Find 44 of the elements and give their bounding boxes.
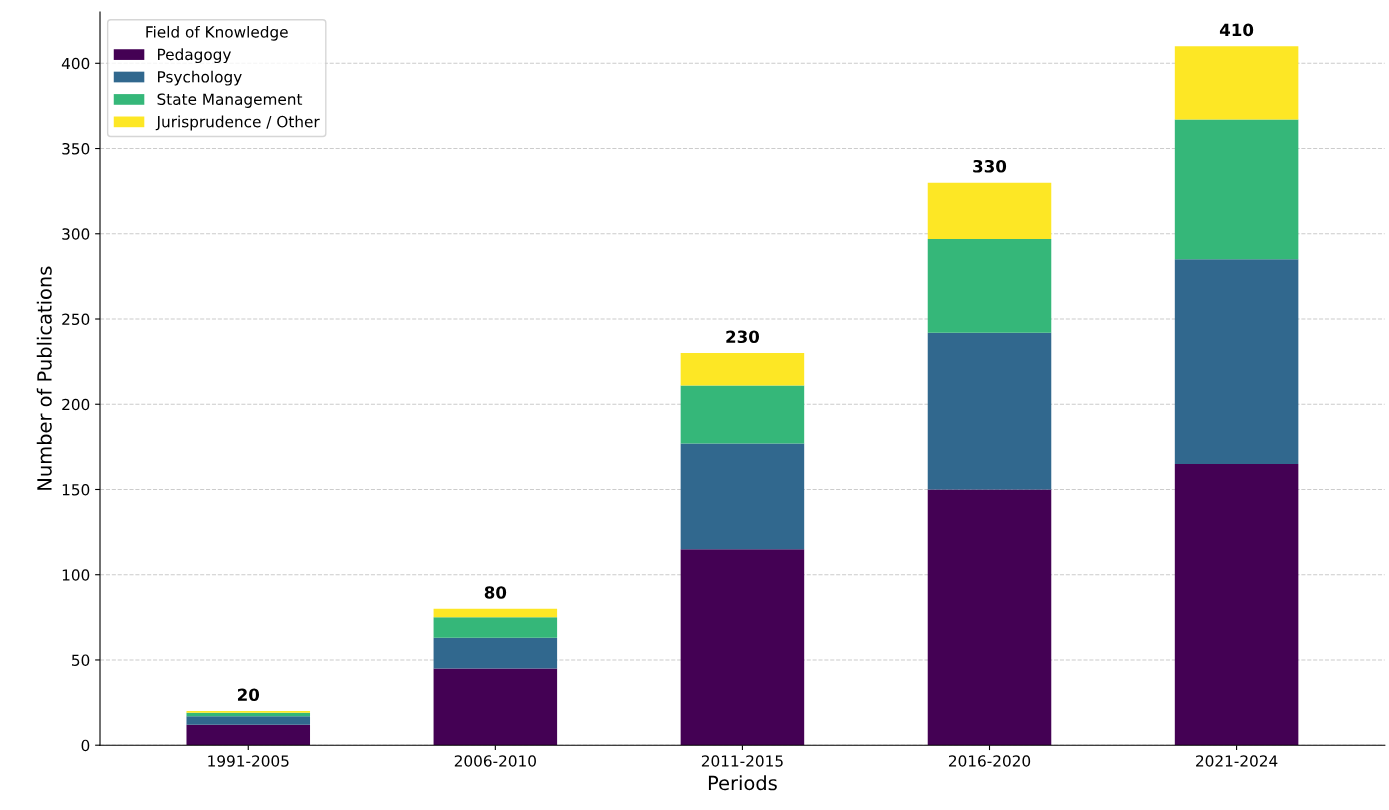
bar (186, 716, 311, 725)
bar (1174, 119, 1299, 260)
bar (433, 608, 558, 618)
y-tick-label: 0 (81, 739, 90, 752)
total-label: 330 (973, 159, 1007, 173)
total-label: 410 (1219, 23, 1254, 37)
y-tick-label: 100 (62, 569, 90, 581)
legend-label: State Management (157, 93, 303, 108)
legend-label: Pedagogy (158, 48, 231, 64)
bar (927, 332, 1052, 490)
x-tick-label: 2021-2024 (1196, 755, 1278, 767)
x-tick-label: 2011-2015 (701, 755, 783, 767)
y-tick-label: 50 (72, 654, 90, 666)
x-tick-label: 2006-2010 (454, 755, 536, 767)
y-tick-label: 400 (61, 57, 90, 70)
bar (680, 549, 805, 746)
x-tick-label: 1991-2005 (208, 755, 289, 767)
y-tick-label: 250 (62, 313, 90, 326)
bar (927, 489, 1052, 746)
x-axis-title: Periods (708, 775, 777, 791)
bar (927, 182, 1052, 239)
bar (1174, 46, 1299, 120)
bar (433, 637, 558, 669)
bar (680, 443, 805, 550)
y-tick-label: 350 (62, 143, 90, 155)
y-tick-label: 200 (62, 398, 90, 411)
total-label: 230 (726, 330, 760, 344)
x-tick-label: 2016-2020 (948, 755, 1031, 767)
total-label: 80 (484, 586, 507, 599)
y-axis-title: Number of Publications (36, 266, 52, 490)
y-tick-label: 300 (62, 228, 90, 240)
total-label: 20 (237, 688, 260, 702)
bar (1174, 463, 1299, 746)
bar (680, 353, 805, 386)
bar (433, 668, 558, 746)
bar (433, 617, 558, 638)
legend-label: Jurisprudence / Other (155, 115, 320, 131)
bar (1174, 259, 1299, 464)
legend-title: Field of Knowledge (146, 25, 288, 41)
bar (186, 724, 311, 746)
bar (680, 385, 805, 444)
legend-label: Psychology (158, 70, 242, 86)
bar (927, 238, 1052, 333)
y-tick-label: 150 (62, 483, 90, 496)
